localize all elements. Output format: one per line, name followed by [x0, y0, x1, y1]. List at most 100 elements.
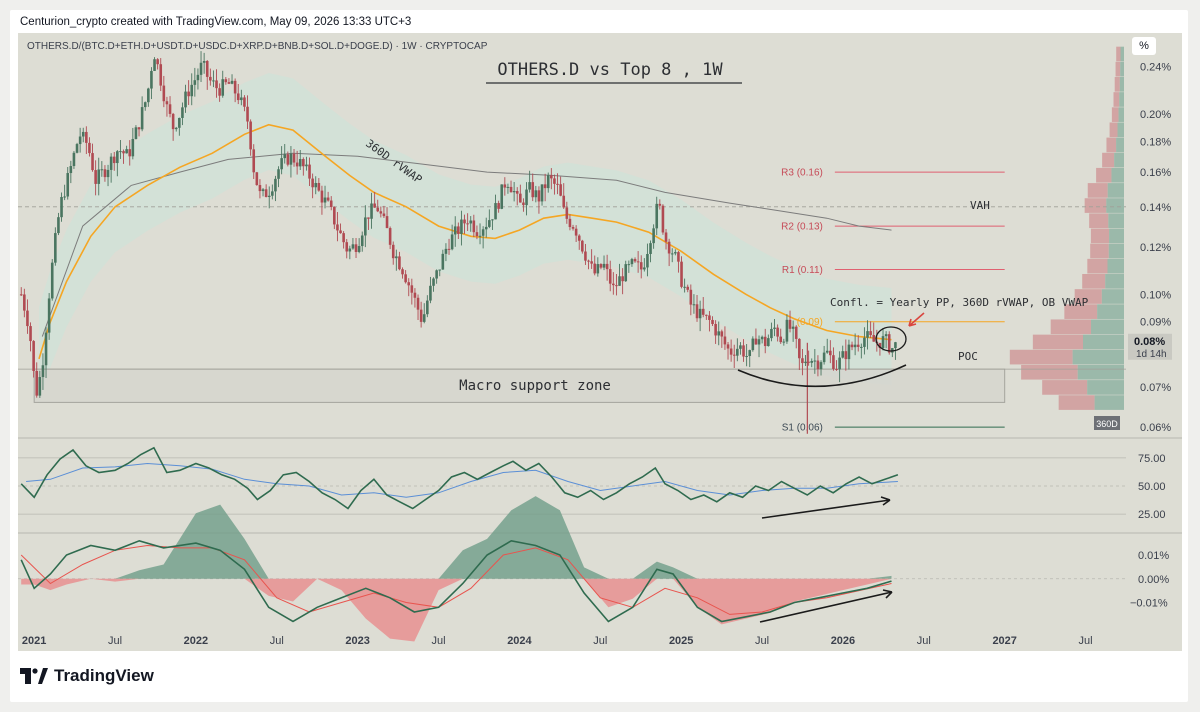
candle-body	[314, 182, 318, 188]
candle-body	[422, 314, 426, 322]
volume-profile-bar	[1119, 76, 1124, 92]
candle-body	[515, 191, 519, 194]
candle-body	[435, 270, 438, 279]
candle-body	[478, 235, 482, 237]
price-candles	[19, 51, 897, 434]
tradingview-logo[interactable]: TradingView	[20, 666, 154, 686]
pivot-levels: R3 (0.16) R2 (0.13) R1 (0.11) (0.09) S1 (0.0…	[781, 168, 1005, 434]
candle-body	[779, 336, 783, 343]
candle-body	[116, 151, 119, 164]
candle-body	[302, 159, 305, 167]
candle-body	[137, 127, 141, 130]
candle-body	[150, 70, 153, 89]
candle-body	[742, 345, 745, 357]
candle-body	[326, 197, 330, 201]
time-axis-tick-label: 2023	[345, 635, 369, 647]
price-axis-tick-label: 0.07%	[1140, 382, 1171, 394]
candle-body	[19, 294, 23, 296]
candle-body	[32, 341, 35, 371]
volume-profile: 360D	[1009, 46, 1124, 430]
rsi-line	[20, 446, 899, 510]
candle-body	[705, 314, 708, 316]
volume-profile-bar	[1091, 319, 1124, 335]
candle-body	[345, 242, 349, 252]
time-axis-tick-label: Jul	[917, 635, 931, 647]
candle-body	[463, 219, 466, 224]
candle-body	[593, 263, 597, 274]
time-axis-tick-label: Jul	[593, 635, 607, 647]
candle-body	[472, 220, 476, 233]
candle-body	[243, 97, 246, 107]
candle-body	[481, 229, 485, 236]
time-axis-tick-label: Jul	[108, 635, 122, 647]
candle-body	[562, 195, 566, 208]
rsi-axis-tick-label: 75.00	[1138, 453, 1166, 465]
volume-profile-bar	[1111, 167, 1124, 183]
candle-body	[78, 136, 82, 145]
candle-body	[860, 346, 863, 348]
macd-signal-line	[20, 544, 892, 615]
percent-scale-button[interactable]: %	[1132, 37, 1156, 55]
pivot-level-label: (0.09)	[797, 317, 823, 328]
candle-body	[63, 196, 66, 198]
volume-profile-bar	[1082, 274, 1106, 289]
candle-body	[655, 203, 659, 229]
candle-body	[757, 339, 761, 345]
candle-body	[348, 248, 352, 252]
candle-body	[181, 107, 184, 118]
candle-body	[624, 264, 628, 282]
candle-body	[339, 230, 342, 234]
pivot-level-label: S1 (0.06)	[782, 423, 823, 434]
time-axis-tick-label: 2026	[831, 635, 855, 647]
volume-profile-bar	[1064, 304, 1098, 319]
candle-body	[770, 328, 773, 339]
time-axis-tick-label: 2021	[22, 635, 46, 647]
candle-body	[283, 154, 287, 159]
volume-profile-bar	[1116, 137, 1124, 153]
volume-profile-bar	[1087, 258, 1108, 274]
pivot-level-label: R1 (0.11)	[782, 265, 823, 276]
candle-body	[333, 207, 336, 225]
volume-profile-bar	[1106, 137, 1117, 153]
candle-body	[57, 217, 60, 234]
candle-body	[494, 203, 497, 220]
candle-body	[50, 262, 54, 299]
candle-body	[832, 355, 835, 369]
candle-body	[807, 361, 810, 363]
rsi-axis-tick-label: 50.00	[1138, 481, 1166, 493]
candle-body	[621, 276, 624, 282]
volume-profile-bar	[1108, 213, 1124, 229]
candle-body	[587, 260, 590, 262]
candle-body	[584, 251, 587, 261]
candle-body	[100, 169, 104, 171]
candle-body	[701, 308, 705, 315]
time-axis-tick-label: 2027	[992, 635, 1016, 647]
candle-body	[835, 368, 838, 370]
candle-body	[88, 142, 91, 154]
candle-body	[385, 216, 389, 229]
macd-divergence-arrow	[759, 589, 893, 623]
volume-profile-bar	[1087, 380, 1124, 395]
candle-body	[153, 59, 156, 71]
macd-axis-tick-label: −0.01%	[1130, 598, 1168, 610]
time-axis-tick-label: Jul	[432, 635, 446, 647]
candle-body	[568, 218, 572, 228]
candle-body	[205, 61, 209, 77]
candle-body	[286, 154, 290, 165]
candle-body	[506, 186, 510, 188]
candle-body	[171, 113, 175, 130]
candle-body	[404, 274, 407, 283]
volume-profile-bar	[1042, 380, 1088, 395]
candle-body	[134, 127, 138, 139]
price-axis-tick-label: 0.14%	[1140, 202, 1171, 214]
candle-body	[531, 182, 535, 198]
candle-body	[813, 360, 817, 362]
lower-indicators	[18, 446, 1126, 642]
candle-body	[97, 169, 101, 184]
candle-body	[847, 344, 851, 360]
candle-body	[512, 191, 516, 193]
candle-body	[246, 106, 249, 122]
price-axis-tick-label: 0.16%	[1140, 167, 1171, 179]
volume-profile-bar	[1114, 76, 1120, 92]
